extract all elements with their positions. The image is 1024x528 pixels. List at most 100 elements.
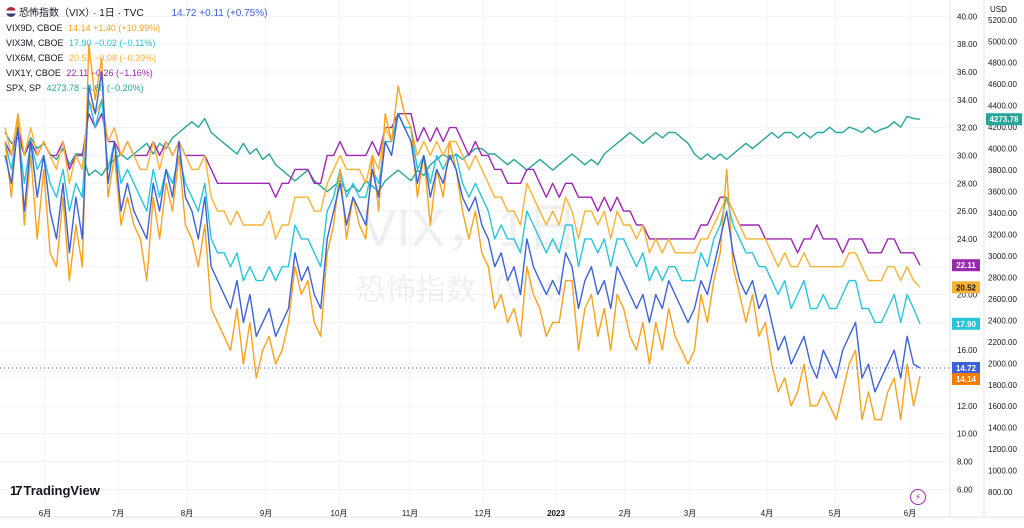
last-value-badge	[952, 317, 980, 330]
right-tick-label: 2200.00	[988, 338, 1017, 347]
legend-values: 17.90 −0.02 (−0.11%)	[69, 38, 156, 48]
legend: 恐怖指数（VIX） · 1日 · TVC 14.72 +0.11 (+0.75%)…	[6, 6, 270, 96]
right-tick-label: 2600.00	[988, 295, 1017, 304]
right-tick-label: 3800.00	[988, 166, 1017, 175]
last-value-badge	[952, 361, 980, 374]
legend-row-spx[interactable]: SPX, SP 4273.78 −8.60 (−0.20%)	[6, 81, 270, 96]
legend-symbol: VIX9D, CBOE	[6, 23, 63, 33]
tradingview-logo-text: TradingView	[23, 483, 100, 498]
left-tick-label: 36.00	[957, 68, 978, 77]
left-tick-label: 8.00	[957, 457, 973, 466]
left-tick-label: 30.00	[957, 151, 978, 160]
last-value-badge	[952, 281, 980, 294]
last-value-badge	[986, 113, 1022, 126]
series-layer	[4, 43, 921, 421]
time-tick-label: 6月	[904, 509, 916, 518]
right-tick-label: 4400.00	[988, 102, 1017, 111]
right-tick-label: 2400.00	[988, 316, 1017, 325]
legend-row-vix1y[interactable]: VIX1Y, CBOE 22.11 −0.26 (−1.16%)	[6, 66, 270, 81]
left-tick-label: 24.00	[957, 235, 978, 244]
left-tick-label: 20.00	[957, 291, 978, 300]
last-value-text: 22.11	[956, 261, 976, 270]
right-tick-label: 2000.00	[988, 359, 1017, 368]
last-value-badge	[952, 372, 980, 385]
us-flag-icon	[6, 7, 16, 17]
left-tick-label: 6.00	[957, 485, 973, 494]
series-line-vix6m	[4, 99, 921, 288]
time-tick-label: 5月	[829, 509, 841, 518]
right-tick-label: 4200.00	[988, 123, 1017, 132]
main-symbol-title: 恐怖指数（VIX）	[19, 8, 91, 19]
time-tick-label: 2023	[547, 509, 565, 518]
time-tick-label: 11月	[402, 509, 418, 518]
right-tick-label: 1400.00	[988, 424, 1017, 433]
right-tick-label: 3400.00	[988, 209, 1017, 218]
time-tick-label: 7月	[112, 509, 124, 518]
legend-symbol: VIX1Y, CBOE	[6, 68, 61, 78]
legend-row-vix6m[interactable]: VIX6M, CBOE 20.52 −0.08 (−0.39%)	[6, 51, 270, 66]
last-value-labels: 4273.78 22.11 20.52 17.90 14.72 14.14	[952, 113, 1022, 385]
right-tick-label: 3600.00	[988, 188, 1017, 197]
left-tick-label: 26.00	[957, 207, 978, 216]
left-tick-label: 12.00	[957, 402, 978, 411]
legend-row-vix9d[interactable]: VIX9D, CBOE 14.14 +1.40 (+10.99%)	[6, 21, 270, 36]
left-tick-label: 40.00	[957, 12, 978, 21]
time-tick-label: 8月	[181, 509, 193, 518]
right-tick-label: 4600.00	[988, 80, 1017, 89]
lightning-icon[interactable]: ⚡	[910, 489, 926, 505]
left-tick-label: 10.00	[957, 430, 978, 439]
legend-row-vix3m[interactable]: VIX3M, CBOE 17.90 −0.02 (−0.11%)	[6, 36, 270, 51]
time-tick-label: 2月	[619, 509, 631, 518]
right-tick-label: 800.00	[988, 488, 1013, 497]
time-axis[interactable]: 6月 7月 8月 9月 10月 11月 12月 2023 2月 3月 4月 5月 6月	[39, 509, 916, 518]
last-value-badge	[952, 259, 980, 272]
right-tick-label: 4000.00	[988, 145, 1017, 154]
legend-values: 20.52 −0.08 (−0.39%)	[69, 53, 157, 63]
tradingview-logo[interactable]: 17 TradingView	[10, 483, 100, 498]
price-axis-right[interactable]: 800.00 1000.00 1200.00 1400.00 1600.00 1800.0…	[988, 16, 1017, 497]
last-value-text: 14.72	[956, 364, 977, 373]
right-tick-label: 3000.00	[988, 252, 1017, 261]
right-tick-label: 2800.00	[988, 273, 1017, 282]
right-tick-label: 3200.00	[988, 230, 1017, 239]
last-value-text: 14.14	[956, 375, 977, 384]
price-axis-left[interactable]: 6.008.0010.0012.0014.0016.0018.0020.0022…	[957, 12, 978, 494]
watermark-line2: 恐怖指数（VIX）	[356, 274, 584, 307]
time-tick-label: 9月	[260, 509, 272, 518]
series-line-vix	[4, 71, 921, 393]
left-tick-label: 16.00	[957, 346, 978, 355]
right-tick-label: 4800.00	[988, 59, 1017, 68]
legend-values: 4273.78 −8.60 (−0.20%)	[46, 83, 144, 93]
left-tick-label: 32.00	[957, 124, 978, 133]
legend-symbol: VIX3M, CBOE	[6, 38, 64, 48]
series-line-vix1y	[4, 112, 921, 266]
time-tick-label: 10月	[331, 509, 348, 518]
last-value-text: 20.52	[956, 283, 977, 292]
time-tick-label: 6月	[39, 509, 51, 518]
time-tick-label: 3月	[684, 509, 696, 518]
main-interval: · 1日 · TVC	[93, 8, 144, 19]
legend-symbol: VIX6M, CBOE	[6, 53, 64, 63]
last-value-text: 17.90	[956, 320, 977, 329]
left-tick-label: 34.00	[957, 96, 978, 105]
currency-label[interactable]: USD	[990, 5, 1007, 14]
main-values: 14.72 +0.11 (+0.75%)	[171, 8, 268, 19]
right-tick-label: 1800.00	[988, 381, 1017, 390]
left-tick-label: 38.00	[957, 40, 978, 49]
right-tick-label: 1000.00	[988, 467, 1017, 476]
series-line-vix3m	[4, 99, 921, 325]
time-tick-label: 12月	[475, 509, 492, 518]
right-tick-label: 1600.00	[988, 402, 1017, 411]
legend-symbol: SPX, SP	[6, 83, 42, 93]
legend-values: 14.14 +1.40 (+10.99%)	[68, 23, 161, 33]
legend-main[interactable]: 恐怖指数（VIX） · 1日 · TVC 14.72 +0.11 (+0.75%)	[6, 6, 270, 21]
left-tick-label: 28.00	[957, 179, 978, 188]
series-line-spx	[4, 115, 921, 193]
tradingview-logo-icon: 17	[10, 483, 23, 498]
last-value-text: 4273.78	[990, 115, 1019, 124]
legend-values: 22.11 −0.26 (−1.16%)	[66, 68, 153, 78]
right-tick-label: 5200.00	[988, 16, 1017, 25]
right-tick-label: 1200.00	[988, 445, 1017, 454]
right-tick-label: 5000.00	[988, 37, 1017, 46]
